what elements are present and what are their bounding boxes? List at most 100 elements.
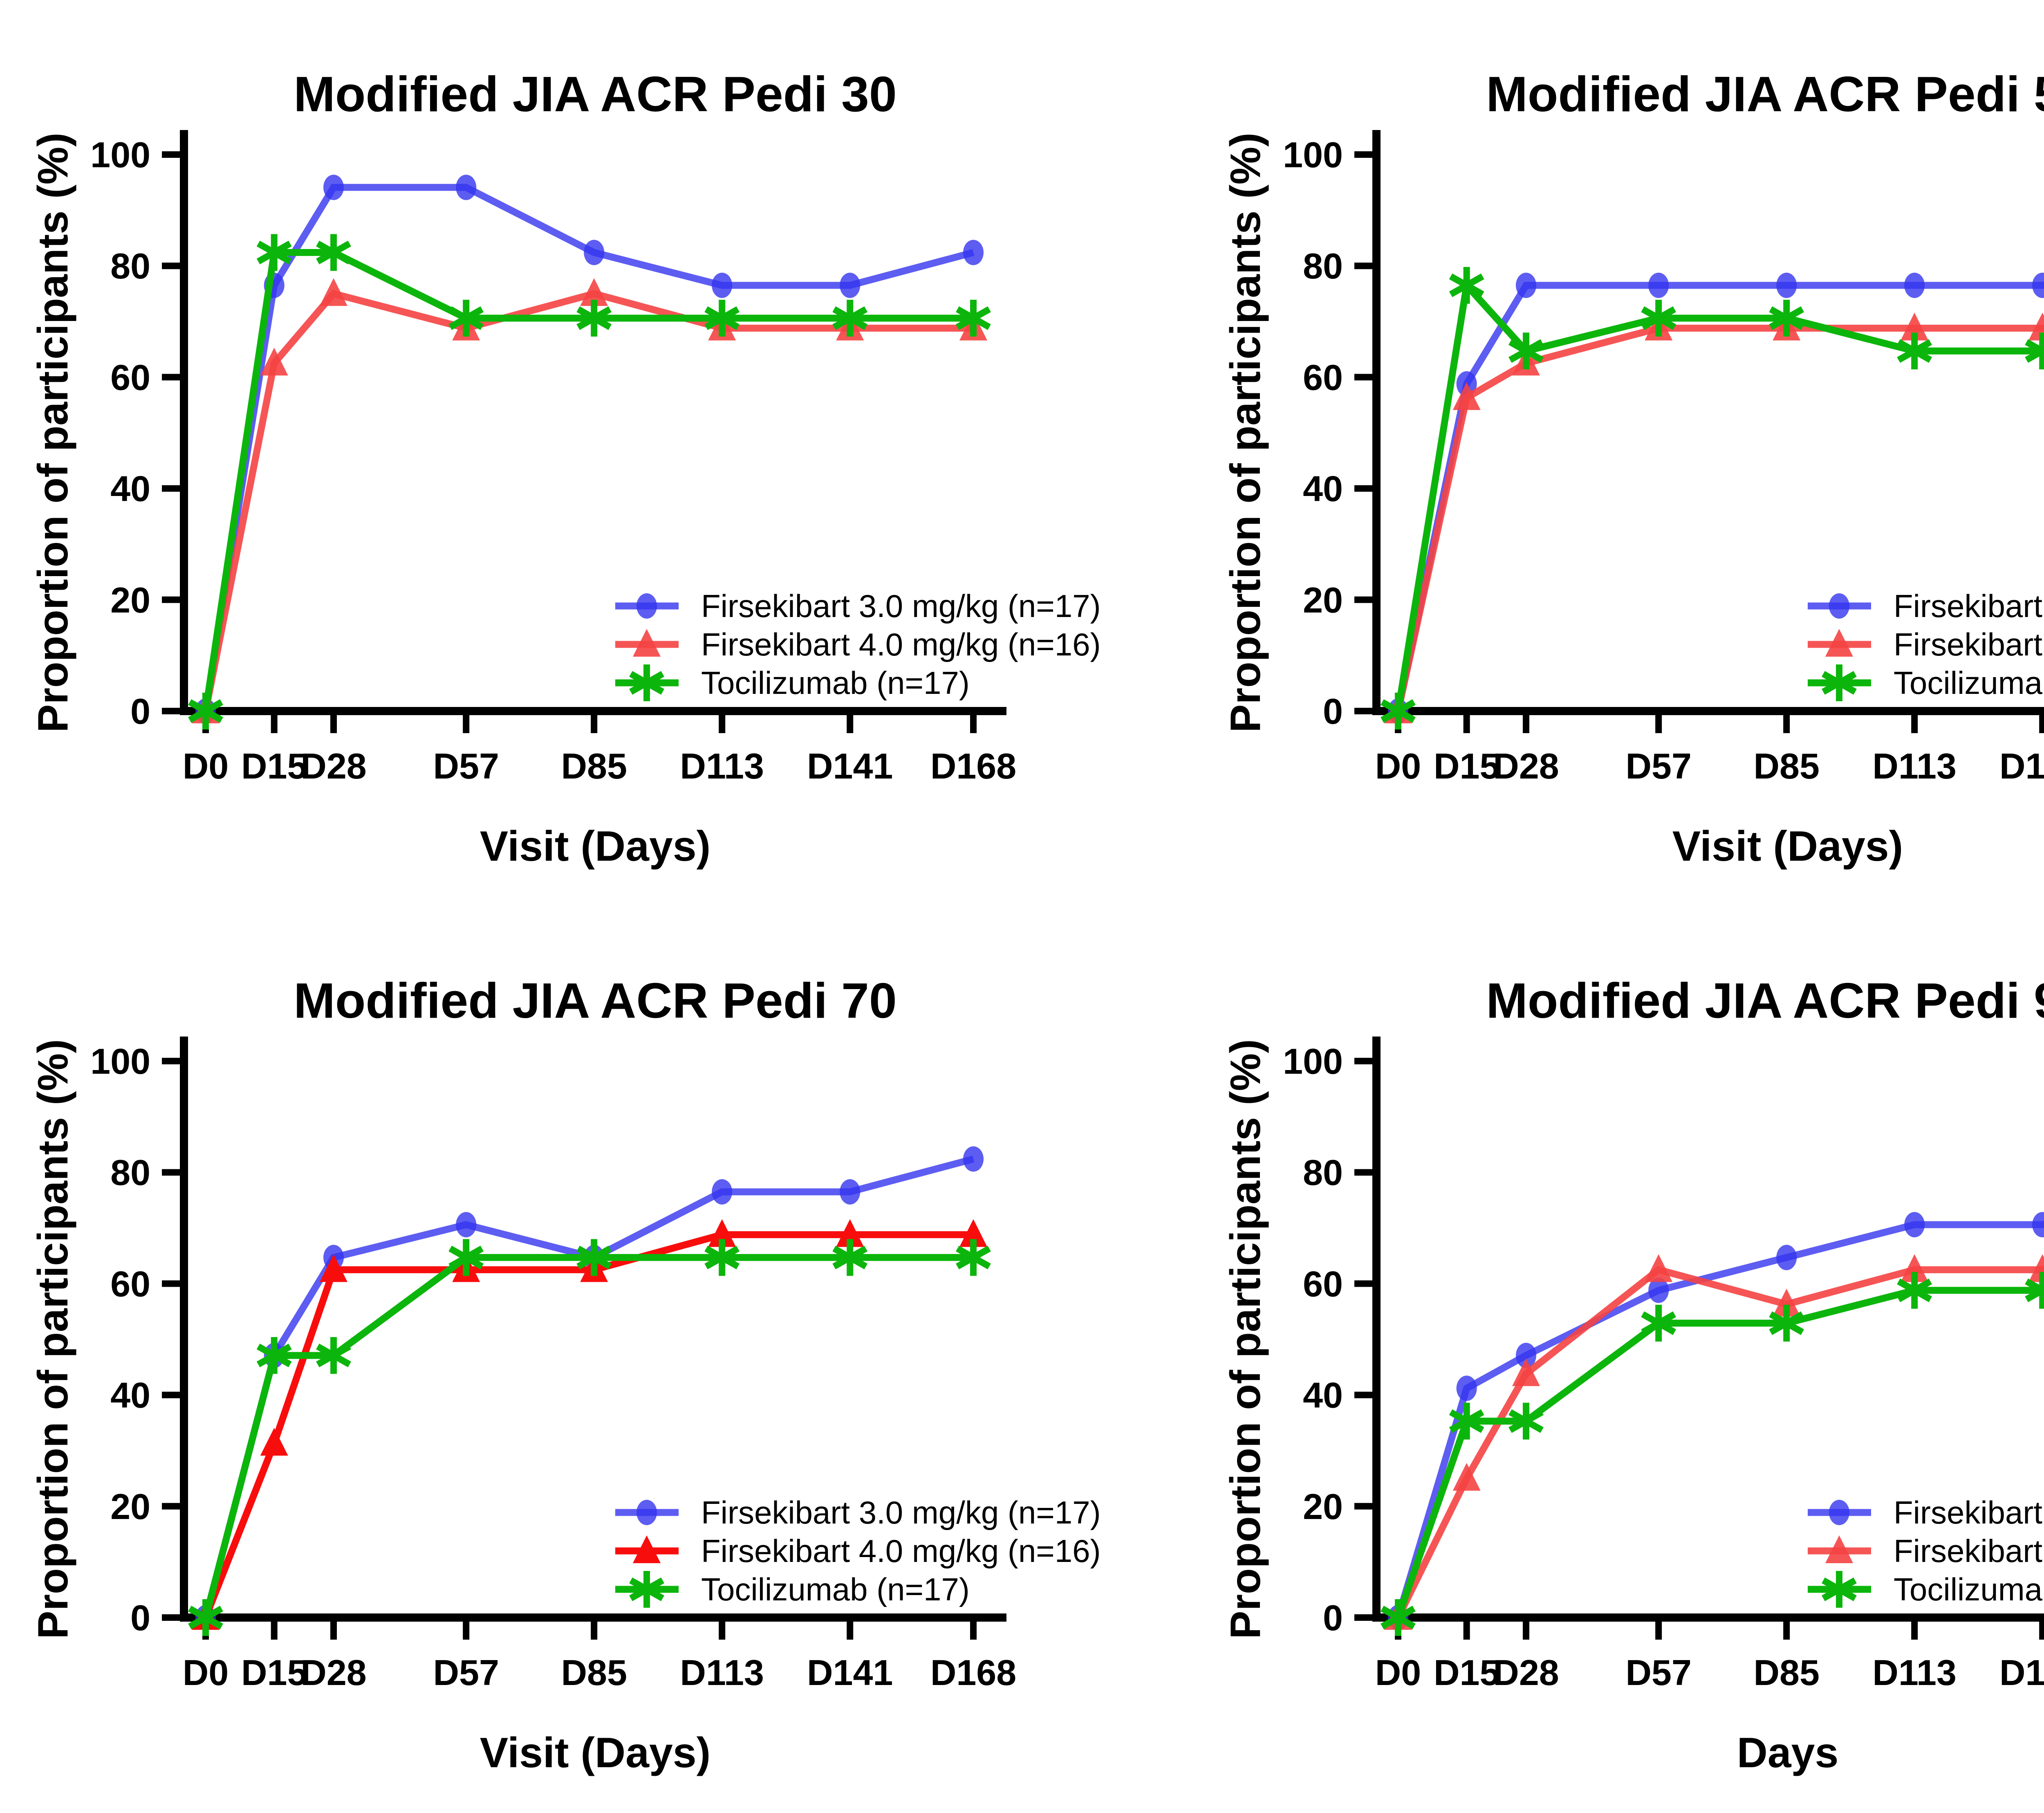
marker-circle-firsekibart-3 <box>1648 1277 1669 1303</box>
marker-asterisk-tocilizumab <box>832 1245 868 1270</box>
series-line-tocilizumab <box>1394 278 2044 712</box>
chart-title-pedi-70: Modified JIA ACR Pedi 70 <box>294 973 897 1028</box>
marker-asterisk-tocilizumab <box>956 1245 991 1270</box>
x-tick-label: D85 <box>1753 746 1819 786</box>
legend-label-firsekibart-3: Firsekibart 3.0 mg/kg (n=17) <box>701 1494 1101 1530</box>
y-tick-label: 20 <box>110 580 150 620</box>
chart-title-pedi-30: Modified JIA ACR Pedi 30 <box>294 66 897 122</box>
series-line-firsekibart-3 <box>1394 281 2044 712</box>
x-tick-label: D168 <box>930 1652 1016 1693</box>
panel-pedi-90: Modified JIA ACR Pedi 90 Proportion of p… <box>1192 906 2044 1813</box>
marker-triangle-firsekibart-4 <box>1452 1463 1481 1491</box>
y-tick-label: 40 <box>1303 1375 1343 1416</box>
plot-area: 020406080100D0D15D28D57D85D113D141D168Fi… <box>1283 130 2044 786</box>
marker-circle-firsekibart-3 <box>1829 593 1849 619</box>
marker-triangle-firsekibart-4 <box>1452 382 1481 410</box>
legend-item-firsekibart-4: Firsekibart 4.0 mg/kg (n=16) <box>1808 1533 2044 1569</box>
legend-item-firsekibart-3: Firsekibart 3.0 mg/kg (n=17) <box>615 588 1101 624</box>
marker-asterisk-tocilizumab <box>956 306 991 330</box>
x-tick-label: D0 <box>1375 1652 1421 1693</box>
marker-asterisk-tocilizumab <box>448 1245 484 1270</box>
marker-circle-firsekibart-3 <box>456 1212 477 1238</box>
legend-label-tocilizumab: Tocilizumab (n=17) <box>1894 1571 2044 1607</box>
y-axis-title: Proportion of participants (%) <box>29 132 77 733</box>
x-tick-label: D141 <box>1999 746 2044 786</box>
marker-asterisk-tocilizumab <box>1822 1577 1857 1601</box>
x-tick-label: D141 <box>807 746 893 786</box>
legend-label-firsekibart-3: Firsekibart 3.0 mg/kg (n=17) <box>1894 588 2044 624</box>
x-tick-label: D15 <box>241 1652 307 1693</box>
series-line-tocilizumab <box>202 1254 973 1619</box>
series-line-tocilizumab <box>1394 1287 2044 1619</box>
x-tick-label: D85 <box>561 746 627 786</box>
marker-asterisk-tocilizumab <box>832 306 868 330</box>
x-tick-label: D141 <box>807 1652 893 1693</box>
series-line-firsekibart-4 <box>1395 1266 2044 1619</box>
marker-asterisk-tocilizumab <box>1897 339 1932 363</box>
marker-asterisk-tocilizumab <box>1508 1409 1544 1433</box>
chart-canvas-pedi-90: Modified JIA ACR Pedi 90 Proportion of p… <box>1222 973 2044 1777</box>
y-tick-label: 0 <box>130 1598 150 1638</box>
legend-item-firsekibart-4: Firsekibart 4.0 mg/kg (n=16) <box>615 626 1101 662</box>
marker-asterisk-tocilizumab <box>316 1344 351 1367</box>
legend-label-firsekibart-4: Firsekibart 4.0 mg/kg (n=16) <box>701 1533 1101 1569</box>
marker-circle-firsekibart-3 <box>1904 272 1925 298</box>
series-line-firsekibart-4 <box>202 289 973 712</box>
x-axis-title: Days <box>1737 1729 1839 1777</box>
marker-asterisk-tocilizumab <box>704 1245 740 1270</box>
marker-asterisk-tocilizumab <box>1822 671 1857 695</box>
marker-circle-firsekibart-3 <box>2032 1212 2044 1238</box>
y-tick-label: 20 <box>1303 1486 1343 1527</box>
marker-asterisk-tocilizumab <box>1641 306 1676 330</box>
y-tick-label: 40 <box>1303 469 1343 509</box>
x-axis-title: Visit (Days) <box>1672 823 1903 870</box>
x-tick-label: D28 <box>300 746 366 786</box>
y-tick-label: 20 <box>1303 580 1343 620</box>
marker-circle-firsekibart-3 <box>963 240 984 265</box>
marker-triangle-firsekibart-4 <box>959 1219 987 1247</box>
series-line-firsekibart-3 <box>202 1156 975 1619</box>
marker-asterisk-tocilizumab <box>629 1577 664 1601</box>
marker-triangle-firsekibart-4 <box>1512 1358 1540 1386</box>
marker-triangle-firsekibart-4 <box>1825 1535 1853 1563</box>
legend-label-tocilizumab: Tocilizumab (n=17) <box>701 1571 970 1607</box>
x-tick-label: D0 <box>183 1652 229 1693</box>
marker-asterisk-tocilizumab <box>2025 346 2044 363</box>
marker-asterisk-tocilizumab <box>316 240 351 265</box>
marker-circle-firsekibart-3 <box>456 175 477 200</box>
x-tick-label: D113 <box>680 1652 764 1693</box>
y-tick-label: 0 <box>1323 1598 1343 1638</box>
marker-asterisk-tocilizumab <box>629 671 664 695</box>
marker-circle-firsekibart-3 <box>1516 1342 1536 1368</box>
marker-circle-firsekibart-3 <box>712 1179 733 1205</box>
chart-canvas-pedi-70: Modified JIA ACR Pedi 70 Proportion of p… <box>29 973 1101 1777</box>
y-tick-label: 80 <box>110 1152 150 1193</box>
x-tick-label: D15 <box>1434 1652 1499 1693</box>
legend-label-tocilizumab: Tocilizumab (n=17) <box>1894 665 2044 701</box>
marker-asterisk-tocilizumab <box>1769 306 1804 330</box>
legend-label-firsekibart-4: Firsekibart 4.0 mg/kg (n=16) <box>701 626 1101 662</box>
marker-triangle-firsekibart-4 <box>633 629 661 657</box>
legend-item-tocilizumab: Tocilizumab (n=17) <box>1808 1571 2044 1608</box>
marker-asterisk-tocilizumab <box>2025 1286 2044 1302</box>
marker-triangle-firsekibart-4 <box>1645 1254 1673 1282</box>
x-tick-label: D113 <box>680 746 764 786</box>
legend-label-firsekibart-4: Firsekibart 4.0 mg/kg (n=16) <box>1894 626 2044 662</box>
marker-circle-firsekibart-3 <box>963 1146 984 1172</box>
chart-title-pedi-90: Modified JIA ACR Pedi 90 <box>1486 973 2044 1028</box>
legend-item-tocilizumab: Tocilizumab (n=17) <box>615 1571 970 1608</box>
marker-asterisk-tocilizumab <box>1449 273 1484 297</box>
panel-pedi-50: Modified JIA ACR Pedi 50 Proportion of p… <box>1192 0 2044 906</box>
legend-label-firsekibart-3: Firsekibart 3.0 mg/kg (n=17) <box>1894 1494 2044 1530</box>
legend-item-firsekibart-3: Firsekibart 3.0 mg/kg (n=17) <box>1808 588 2044 624</box>
marker-triangle-firsekibart-4 <box>320 278 347 306</box>
marker-asterisk-tocilizumab <box>188 1606 223 1629</box>
x-axis-title: Visit (Days) <box>480 823 711 870</box>
x-tick-label: D113 <box>1872 1652 1957 1693</box>
marker-triangle-firsekibart-4 <box>260 1428 288 1456</box>
marker-asterisk-tocilizumab <box>256 240 292 265</box>
marker-circle-firsekibart-3 <box>1516 272 1536 298</box>
series-line-firsekibart-4 <box>202 1231 973 1619</box>
